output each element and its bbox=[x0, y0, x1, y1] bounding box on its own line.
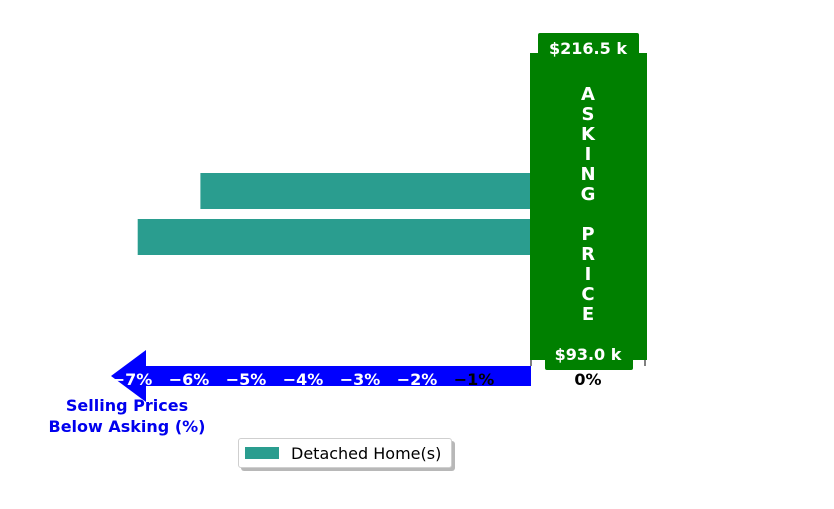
x-tick-label: −7% bbox=[112, 370, 153, 389]
legend-label: Detached Home(s) bbox=[291, 443, 442, 463]
max-price-label: $216.5 k bbox=[549, 39, 627, 58]
asking-price-panel bbox=[530, 53, 647, 360]
min-price-label: $93.0 k bbox=[555, 345, 622, 364]
legend-swatch bbox=[245, 447, 279, 459]
x-tick-label: −2% bbox=[397, 370, 438, 389]
max-price-box bbox=[538, 33, 639, 63]
min-price-box bbox=[545, 340, 633, 370]
x-tick-label: −5% bbox=[226, 370, 267, 389]
x-tick-label: −3% bbox=[340, 370, 381, 389]
bar bbox=[200, 173, 531, 209]
x-tick-label: −1% bbox=[454, 370, 495, 389]
x-tick-label: −4% bbox=[283, 370, 324, 389]
legend: Detached Home(s) bbox=[238, 438, 452, 468]
x-tick-label: 0% bbox=[574, 370, 601, 389]
direction-arrow bbox=[111, 350, 531, 402]
x-tick-label: −6% bbox=[169, 370, 210, 389]
x-axis-label: Selling Prices Below Asking (%) bbox=[49, 396, 206, 436]
bar bbox=[137, 219, 531, 255]
